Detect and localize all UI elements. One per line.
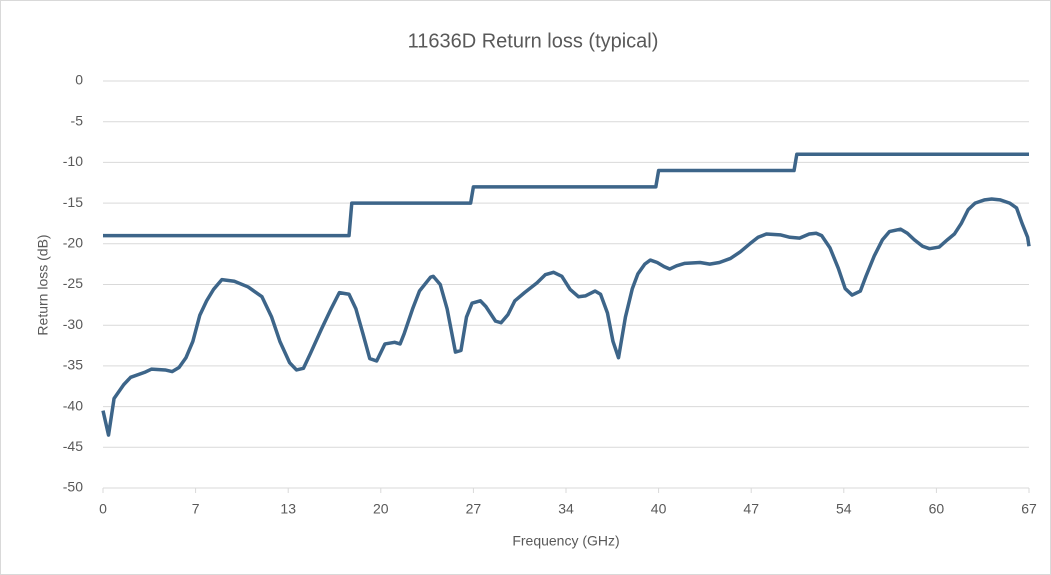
x-tick-label: 40 [651, 501, 667, 517]
x-tick-label: 47 [743, 501, 759, 517]
x-tick-label: 34 [558, 501, 574, 517]
y-tick-label: -10 [63, 153, 83, 169]
x-tick-label: 67 [1021, 501, 1037, 517]
y-tick-label: -50 [63, 479, 83, 495]
x-tick-label: 0 [99, 501, 107, 517]
data-line [101, 197, 1031, 437]
x-axis-label: Frequency (GHz) [512, 533, 619, 549]
x-tick-label: 13 [280, 501, 296, 517]
y-tick-label: 0 [75, 72, 83, 88]
x-tick-label: 27 [466, 501, 482, 517]
chart-title: 11636D Return loss (typical) [408, 30, 659, 52]
y-axis-label: Return loss (dB) [35, 234, 51, 335]
x-tick-label: 7 [192, 501, 200, 517]
y-tick-label: -15 [63, 194, 83, 210]
y-tick-label: -20 [63, 235, 83, 251]
y-tick-label: -45 [63, 438, 83, 454]
data-line [103, 152, 1029, 238]
y-tick-label: -40 [63, 397, 83, 413]
x-tick-label: 60 [929, 501, 945, 517]
y-tick-label: -35 [63, 357, 83, 373]
x-tick-label: 20 [373, 501, 389, 517]
x-tick-label: 54 [836, 501, 852, 517]
y-tick-label: -30 [63, 316, 83, 332]
y-tick-label: -25 [63, 275, 83, 291]
y-tick-label: -5 [71, 112, 84, 128]
